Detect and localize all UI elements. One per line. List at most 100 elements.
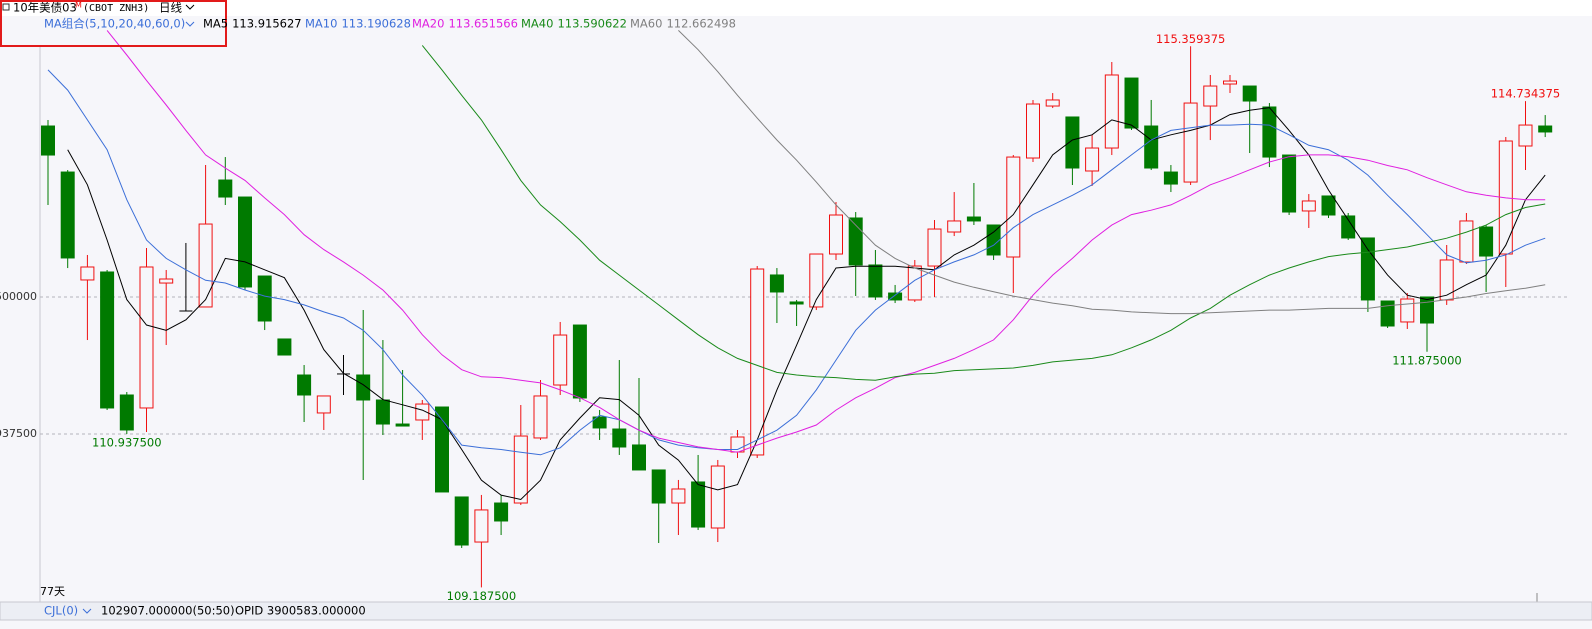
candle-body xyxy=(1006,156,1021,258)
ma-group[interactable]: MA组合(5,10,20,40,60,0) xyxy=(44,17,185,31)
candle-body xyxy=(1203,85,1218,107)
symbol-code: (CBOT ZNH3) xyxy=(83,3,149,14)
candle-body xyxy=(1479,226,1494,257)
legend-value: 113.651566 xyxy=(448,17,518,31)
candle-body xyxy=(1301,200,1316,212)
plot-area xyxy=(40,30,1568,588)
candle-body xyxy=(1242,85,1257,102)
candle-body xyxy=(947,220,962,233)
legend-name: MA60 xyxy=(630,17,662,31)
candle-body xyxy=(533,395,548,439)
legend-name: MA10 xyxy=(305,17,337,31)
candle-body xyxy=(356,374,371,401)
candle-body xyxy=(297,374,312,396)
candle-body xyxy=(277,338,292,356)
ma-line xyxy=(678,30,1546,315)
candle-body xyxy=(868,264,883,298)
candle-body xyxy=(986,224,1001,256)
symbol: 10年美债03 xyxy=(13,1,77,15)
legend-value: 113.590622 xyxy=(557,17,627,31)
candle-body xyxy=(1380,300,1395,327)
indicator-volume: 102907.000000(50:50) xyxy=(101,604,235,618)
legend-value: 113.190628 xyxy=(341,17,411,31)
period-count: 77天 xyxy=(40,585,65,598)
high-label: 115.359375 xyxy=(1156,32,1226,46)
candle-body xyxy=(238,196,252,288)
low-label: 111.875000 xyxy=(1392,353,1462,367)
candle-body xyxy=(829,214,843,255)
candle-body xyxy=(1223,80,1237,85)
candle-body xyxy=(651,469,666,504)
candle-body xyxy=(592,416,607,429)
candle-body xyxy=(139,266,154,409)
period[interactable]: 日线 xyxy=(159,1,182,15)
indicator-name[interactable]: CJL(0) xyxy=(44,604,78,618)
candle-body xyxy=(198,223,213,308)
candle-body xyxy=(710,465,725,529)
legend-name: MA20 xyxy=(412,17,444,31)
candle-body xyxy=(1045,99,1060,107)
candle-body xyxy=(572,324,587,399)
candle-body xyxy=(119,394,134,431)
candle-body xyxy=(1262,106,1277,158)
candle-body xyxy=(513,435,528,504)
candle-body xyxy=(1400,298,1415,323)
candle-body xyxy=(1518,124,1533,147)
low-label: 110.937500 xyxy=(92,435,162,449)
candle-body xyxy=(612,428,627,448)
candle-body xyxy=(1163,171,1178,185)
candle-body xyxy=(553,334,568,386)
legend-name: MA40 xyxy=(521,17,553,31)
legend-name: MA5 xyxy=(203,17,228,31)
candle-body xyxy=(927,228,942,267)
candle-body xyxy=(1439,259,1454,301)
candle-body xyxy=(632,444,646,471)
candle-body xyxy=(375,399,390,425)
candle-body xyxy=(1459,220,1474,263)
candle-body xyxy=(435,406,449,493)
candle-body xyxy=(218,179,233,198)
candle-body xyxy=(80,266,95,281)
candle-body xyxy=(888,292,903,301)
candle-body xyxy=(769,274,784,293)
candle-body xyxy=(966,216,981,222)
candle-body xyxy=(671,488,686,504)
candle-body xyxy=(750,268,765,456)
candle-body xyxy=(494,502,509,522)
y-tick-label: 110.937500 xyxy=(0,427,37,440)
candle-body xyxy=(1420,296,1434,324)
highlight-box xyxy=(0,0,227,47)
candle-body xyxy=(789,301,804,305)
candle-body xyxy=(454,496,469,546)
candle-body xyxy=(691,481,706,528)
candle-body xyxy=(1183,102,1198,183)
ma-line xyxy=(421,45,1546,381)
candle-body xyxy=(316,395,331,414)
menu-icon[interactable] xyxy=(2,3,10,11)
legend-value: 112.662498 xyxy=(666,17,736,31)
candle-body xyxy=(848,217,863,266)
indicator-chevron[interactable] xyxy=(82,608,92,614)
candle-body xyxy=(257,275,272,322)
candle-body xyxy=(1065,116,1080,169)
candle-body xyxy=(1144,125,1159,169)
candle-body xyxy=(907,265,922,301)
candle-body xyxy=(1341,215,1356,239)
candle-body xyxy=(60,171,75,259)
ma-line xyxy=(106,30,1546,453)
candle-body xyxy=(1321,195,1336,216)
candle-body xyxy=(1104,74,1119,149)
candle-body xyxy=(1360,237,1375,301)
period-chevron[interactable] xyxy=(185,4,195,10)
candle-body xyxy=(41,125,55,156)
legend-value: 113.915627 xyxy=(232,17,302,31)
candle-body xyxy=(1124,77,1139,129)
candle-body xyxy=(1282,154,1297,213)
candle-body xyxy=(159,278,174,284)
candle-body xyxy=(1085,147,1100,172)
high-label: 114.734375 xyxy=(1491,87,1561,101)
indicator-opid: OPID 3900583.000000 xyxy=(235,604,366,618)
ma-chevron[interactable] xyxy=(185,21,195,27)
ma-line xyxy=(47,69,1546,456)
candle-body xyxy=(474,509,489,543)
